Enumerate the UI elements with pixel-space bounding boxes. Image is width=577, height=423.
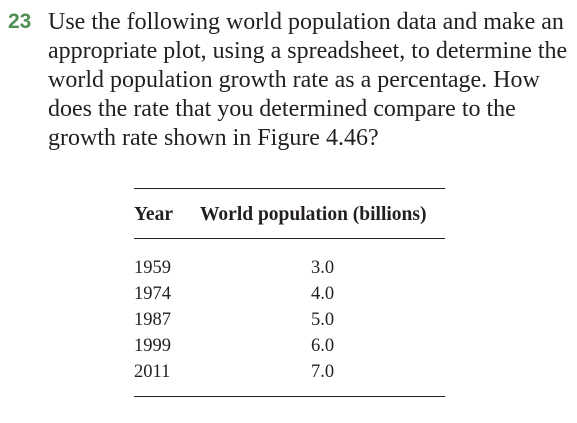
cell-year: 1987	[134, 310, 171, 330]
cell-population: 3.0	[311, 258, 335, 278]
table-body: 1959 3.0 1974 4.0 1987 5.0 1999 6.0 2011…	[134, 258, 445, 388]
table-bottom-rule	[134, 396, 445, 397]
column-header-population: World population (billions)	[200, 204, 427, 225]
table-header-rule	[134, 238, 445, 239]
cell-year: 2011	[134, 362, 171, 382]
table-row: 1974 4.0	[134, 284, 445, 310]
cell-year: 1959	[134, 258, 171, 278]
table-top-rule	[134, 188, 445, 189]
cell-year: 1974	[134, 284, 171, 304]
cell-year: 1999	[134, 336, 171, 356]
table-row: 1959 3.0	[134, 258, 445, 284]
problem-text: Use the following world population data …	[48, 9, 568, 151]
table-row: 2011 7.0	[134, 362, 445, 388]
cell-population: 7.0	[311, 362, 335, 382]
cell-population: 6.0	[311, 336, 335, 356]
cell-population: 5.0	[311, 310, 335, 330]
column-header-year: Year	[134, 204, 173, 225]
cell-population: 4.0	[311, 284, 335, 304]
problem-number: 23	[8, 10, 32, 33]
table-row: 1987 5.0	[134, 310, 445, 336]
table-row: 1999 6.0	[134, 336, 445, 362]
